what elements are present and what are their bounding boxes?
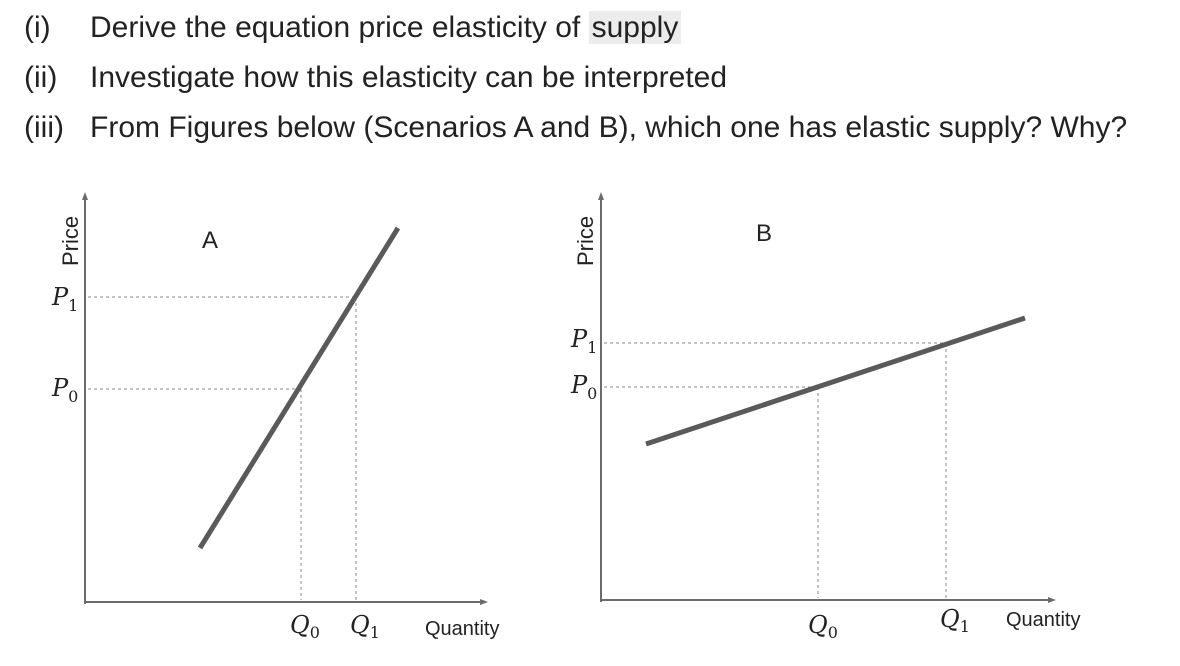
question-number: (iii) — [24, 111, 64, 144]
question-number: (ii) — [24, 61, 58, 94]
y-axis-label: Price — [58, 216, 83, 266]
x-axis-label: Quantity — [425, 618, 499, 640]
quantity-label-q1: Q1 — [940, 605, 970, 636]
figure-b: Price B P1 P0 Q0 Q1 Quantity — [570, 192, 1080, 642]
question-iii: (iii) From Figures below (Scenarios A an… — [24, 106, 1164, 156]
question-ii: (ii) Investigate how this elasticity can… — [24, 56, 1164, 106]
question-list: (i) Derive the equation price elasticity… — [24, 6, 1164, 156]
x-axis-label: Quantity — [1006, 609, 1080, 631]
quantity-label-q0: Q0 — [808, 611, 838, 642]
price-label-p1: P1 — [51, 283, 78, 315]
question-text-part: Derive the equation price elasticity of — [90, 11, 589, 44]
question-i: (i) Derive the equation price elasticity… — [24, 6, 1164, 56]
figure-a: Price A P1 P0 Q0 Q1 Quantity — [51, 192, 499, 642]
price-label-p0: P0 — [570, 371, 597, 403]
supply-curve — [197, 226, 401, 550]
quantity-label-q1: Q1 — [350, 611, 380, 642]
figure-label: B — [756, 220, 772, 247]
question-text: Investigate how this elasticity can be i… — [90, 61, 728, 94]
figure-label: A — [202, 227, 218, 254]
question-text: Derive the equation price elasticity of … — [90, 6, 682, 50]
question-number: (i) — [24, 11, 51, 44]
highlighted-word: supply — [588, 11, 682, 44]
price-label-p1: P1 — [570, 325, 597, 357]
y-axis-label: Price — [573, 216, 598, 266]
price-label-p0: P0 — [51, 374, 78, 406]
quantity-label-q0: Q0 — [290, 611, 320, 642]
supply-curve — [645, 315, 1026, 447]
question-text: From Figures below (Scenarios A and B), … — [90, 111, 1128, 144]
